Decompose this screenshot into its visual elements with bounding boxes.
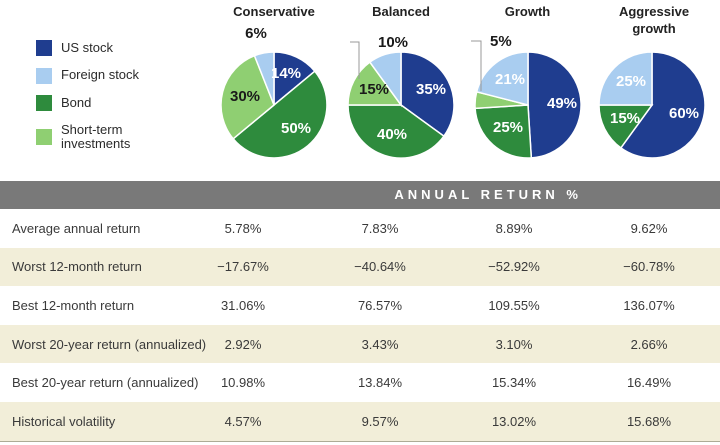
svg-text:25%: 25% bbox=[616, 73, 646, 90]
svg-text:60%: 60% bbox=[669, 105, 699, 122]
svg-text:14%: 14% bbox=[271, 65, 301, 82]
svg-text:25%: 25% bbox=[493, 119, 523, 136]
svg-text:35%: 35% bbox=[416, 81, 446, 98]
svg-text:49%: 49% bbox=[547, 95, 577, 112]
svg-text:40%: 40% bbox=[377, 126, 407, 143]
svg-text:5%: 5% bbox=[490, 33, 512, 50]
svg-text:6%: 6% bbox=[245, 25, 267, 42]
svg-text:15%: 15% bbox=[610, 110, 640, 127]
svg-text:21%: 21% bbox=[495, 71, 525, 88]
svg-text:10%: 10% bbox=[378, 34, 408, 51]
svg-text:15%: 15% bbox=[359, 81, 389, 98]
svg-text:30%: 30% bbox=[230, 88, 260, 105]
svg-text:50%: 50% bbox=[281, 120, 311, 137]
